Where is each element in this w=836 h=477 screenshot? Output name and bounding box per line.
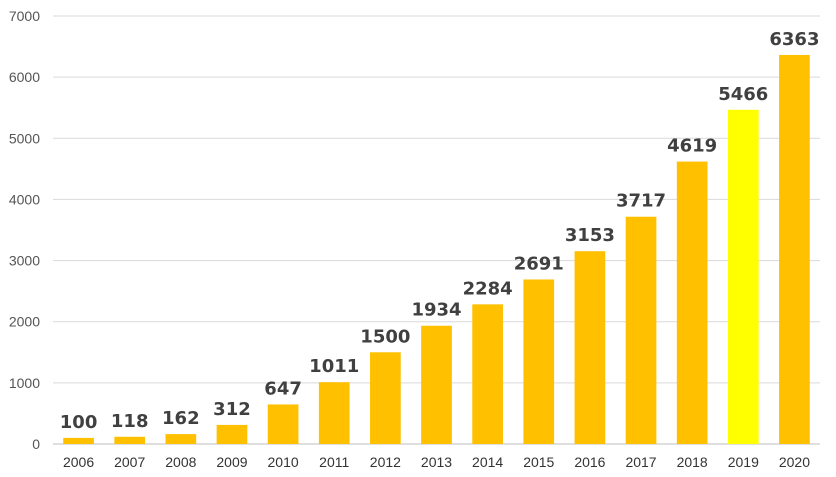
bar-2019	[727, 109, 759, 444]
bar-2010	[267, 404, 299, 444]
bar-2013	[421, 325, 452, 444]
x-tick-label-2008: 2008	[165, 454, 196, 470]
x-tick-label-2017: 2017	[625, 454, 656, 470]
bar-2017	[625, 216, 657, 444]
y-tick-label: 4000	[9, 191, 40, 207]
x-tick-label-2007: 2007	[114, 454, 145, 470]
data-label-2020: 6363	[769, 29, 819, 50]
y-tick-label: 6000	[9, 69, 40, 85]
data-label-2006: 100	[60, 412, 98, 433]
bar-2011	[318, 382, 350, 444]
bar-2016	[574, 251, 606, 444]
data-label-2010: 647	[264, 378, 302, 399]
y-tick-label: 2000	[9, 314, 40, 330]
bar-2014	[472, 304, 503, 444]
y-tick-label: 7000	[9, 8, 40, 24]
data-labels: 100 118 162 312 647 1011150019342284269131533…	[60, 29, 820, 433]
x-tick-label-2015: 2015	[523, 454, 554, 470]
bar-2012	[370, 352, 401, 444]
y-tick-label: 5000	[9, 130, 40, 146]
x-tick-label-2016: 2016	[574, 454, 605, 470]
data-label-2012: 1500	[360, 326, 410, 347]
data-label-2013: 1934	[411, 300, 461, 321]
y-tick-label: 1000	[9, 375, 40, 391]
x-tick-label-2020: 2020	[779, 454, 810, 470]
x-tick-label-2018: 2018	[677, 454, 708, 470]
x-tick-label-2010: 2010	[268, 454, 299, 470]
y-axis-ticks: 0 1000 2000 3000 4000 5000 6000 7000	[9, 8, 40, 452]
data-label-2017: 3717	[616, 191, 666, 212]
x-tick-label-2009: 2009	[216, 454, 247, 470]
bar-2020	[779, 54, 810, 444]
bars	[63, 54, 810, 444]
data-label-2016: 3153	[565, 225, 615, 246]
data-label-2007: 118	[111, 411, 149, 432]
gridlines	[53, 15, 820, 445]
y-tick-label: 0	[32, 436, 40, 452]
data-label-2008: 162	[162, 408, 200, 429]
x-tick-label-2014: 2014	[472, 454, 503, 470]
data-label-2018: 4619	[667, 136, 717, 157]
bar-2018	[676, 161, 708, 444]
x-axis-ticks: 2006 2007 2008 2009 2010 2011 2012 2013 2014 2015…	[63, 454, 810, 470]
x-tick-label-2019: 2019	[728, 454, 759, 470]
x-tick-label-2013: 2013	[421, 454, 452, 470]
bar-2015	[523, 279, 555, 444]
x-tick-label-2006: 2006	[63, 454, 94, 470]
data-label-2014: 2284	[463, 278, 513, 299]
data-label-2015: 2691	[514, 253, 564, 274]
bar-2009	[216, 424, 248, 444]
x-tick-label-2011: 2011	[319, 454, 349, 470]
x-tick-label-2012: 2012	[370, 454, 401, 470]
bar-2006	[63, 437, 94, 444]
data-label-2011: 1011	[309, 356, 359, 377]
bar-2007	[114, 436, 146, 444]
y-tick-label: 3000	[9, 253, 40, 269]
data-label-2009: 312	[213, 399, 251, 420]
data-label-2019: 5466	[718, 84, 768, 105]
bar-2008	[165, 434, 197, 444]
